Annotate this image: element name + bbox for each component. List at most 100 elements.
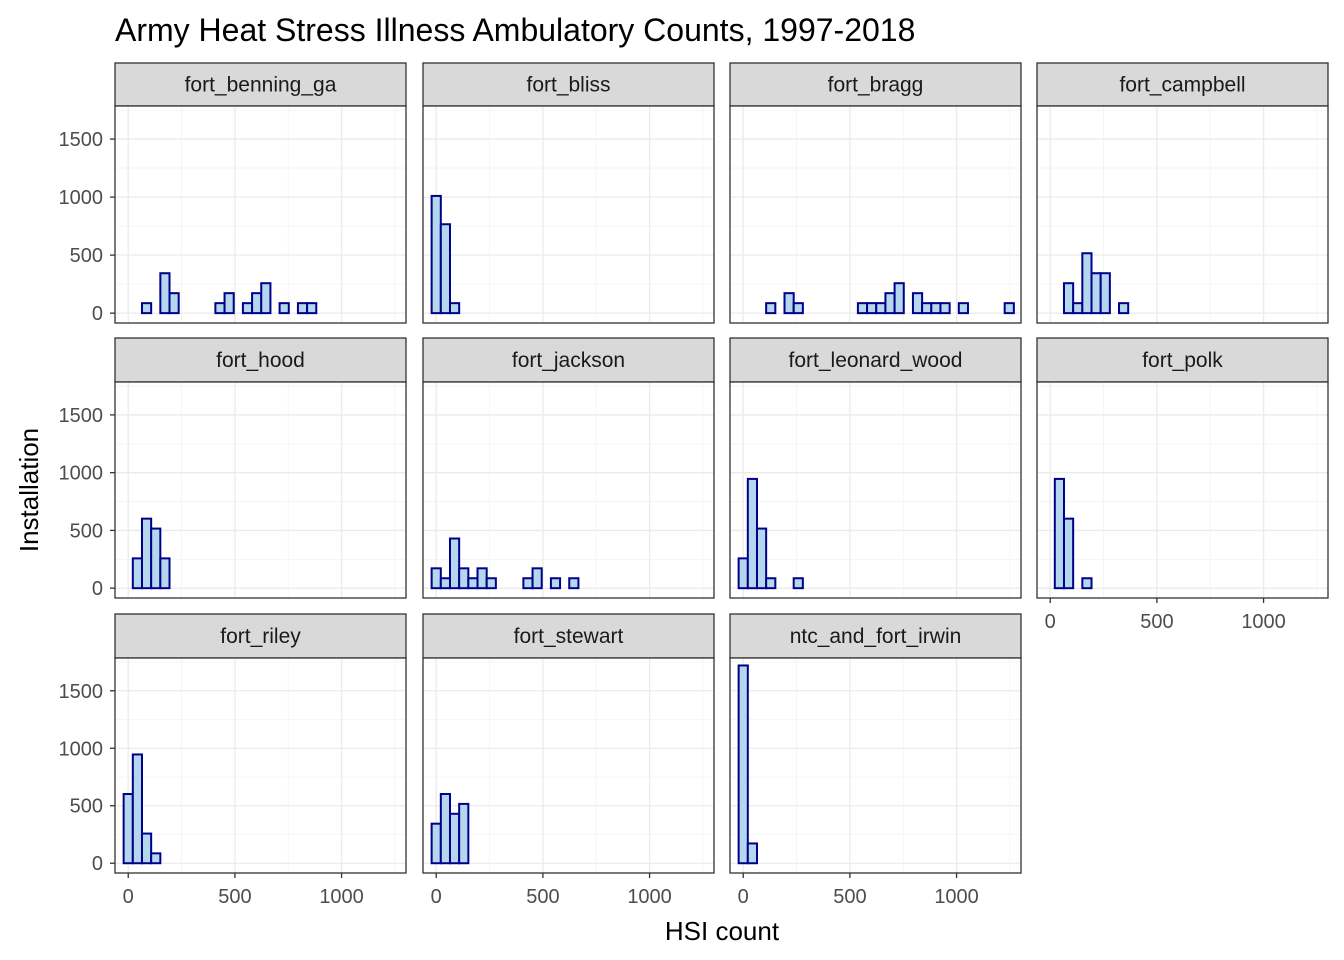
y-tick-label: 500 bbox=[70, 796, 103, 818]
histogram-bar bbox=[1003, 302, 1015, 315]
histogram-bar bbox=[448, 302, 461, 315]
facet-fort-bragg: fort_bragg bbox=[729, 62, 1022, 324]
panel-border bbox=[729, 105, 1022, 324]
facet-fort-hood: fort_hood 0 500 1000 1500 bbox=[59, 337, 407, 600]
histogram-bar bbox=[458, 802, 470, 865]
histogram-bar bbox=[856, 302, 869, 315]
facet-strip bbox=[422, 337, 715, 383]
histogram-bar bbox=[140, 832, 153, 865]
facet-ntc-and-fort-irwin: ntc_and_fort_irwin 0 500 1000 bbox=[729, 613, 1022, 908]
panel-background bbox=[730, 658, 1021, 873]
facet-fort-jackson: fort_jackson bbox=[422, 337, 715, 599]
y-tick-label: 0 bbox=[92, 578, 103, 600]
y-tick-label: 1000 bbox=[59, 738, 104, 760]
facet-strip bbox=[729, 613, 1022, 659]
histogram-bar bbox=[448, 812, 461, 865]
histogram-bar bbox=[783, 292, 795, 315]
histogram-bar bbox=[439, 223, 451, 315]
histogram-bar bbox=[439, 793, 451, 865]
facet-strip bbox=[114, 62, 407, 107]
histogram-bar bbox=[1072, 302, 1084, 315]
facet-fort-benning-ga: fort_benning_ga 0 500 1000 1500 bbox=[59, 62, 407, 325]
histogram-bar bbox=[939, 302, 951, 315]
x-tick-label: 1000 bbox=[319, 886, 364, 908]
panel-border bbox=[114, 657, 407, 874]
histogram-bar bbox=[140, 517, 153, 590]
histogram-bar bbox=[792, 577, 804, 590]
histogram-bar bbox=[251, 292, 263, 315]
histogram-bar bbox=[884, 292, 896, 315]
x-tick-label: 1000 bbox=[934, 886, 979, 908]
facet-fort-bliss: fort_bliss bbox=[422, 62, 715, 324]
facet-strip-label: fort_stewart bbox=[514, 625, 624, 648]
facet-strip bbox=[729, 337, 1022, 383]
panel-background bbox=[730, 382, 1021, 598]
x-tick-label: 1000 bbox=[627, 886, 672, 908]
histogram-bar bbox=[476, 567, 488, 590]
panel-border bbox=[1036, 381, 1329, 599]
histogram-bar bbox=[1062, 282, 1075, 315]
histogram-bar bbox=[430, 822, 442, 865]
histogram-bar bbox=[278, 302, 290, 315]
histogram-bar bbox=[522, 577, 534, 590]
histogram-bar bbox=[140, 302, 153, 315]
histogram-bar bbox=[957, 302, 969, 315]
facet-strip-label: fort_hood bbox=[216, 349, 305, 372]
histogram-bar bbox=[168, 292, 180, 315]
y-tick-label: 1500 bbox=[59, 405, 104, 427]
histogram-bar bbox=[241, 302, 254, 315]
panel-background bbox=[730, 106, 1021, 323]
histogram-bar bbox=[458, 567, 470, 590]
facet-strip bbox=[114, 337, 407, 383]
histogram-bar bbox=[159, 557, 171, 590]
y-axis-title: Installation bbox=[14, 428, 44, 552]
facet-strip-label: fort_jackson bbox=[512, 349, 625, 372]
facet-fort-polk: fort_polk 0 500 1000 bbox=[1036, 337, 1329, 633]
histogram-bar bbox=[1053, 477, 1065, 590]
histogram-bar bbox=[306, 302, 318, 315]
panel-border bbox=[422, 657, 715, 874]
panel-background bbox=[423, 382, 714, 598]
histogram-bar bbox=[430, 567, 442, 590]
histogram-bar bbox=[122, 793, 134, 865]
chart-title: Army Heat Stress Illness Ambulatory Coun… bbox=[115, 12, 915, 48]
facet-strip bbox=[114, 613, 407, 659]
y-tick-label: 500 bbox=[70, 520, 103, 542]
histogram-bar bbox=[746, 477, 758, 590]
y-tick-label: 1000 bbox=[59, 463, 104, 485]
panel-background bbox=[1037, 382, 1328, 598]
y-tick-label: 1000 bbox=[59, 187, 104, 209]
histogram-bar bbox=[150, 852, 162, 865]
histogram-bar bbox=[1081, 577, 1093, 590]
histogram-bar bbox=[150, 527, 162, 590]
histogram-bar bbox=[875, 302, 887, 315]
panel-border bbox=[729, 381, 1022, 599]
facet-strip-label: fort_benning_ga bbox=[185, 74, 337, 97]
facet-strip-label: fort_bragg bbox=[828, 74, 924, 97]
histogram-bar bbox=[1062, 517, 1075, 590]
histogram-bar bbox=[746, 842, 758, 865]
x-tick-label: 0 bbox=[431, 886, 442, 908]
histogram-bar bbox=[737, 664, 749, 865]
facet-strip-label: fort_leonard_wood bbox=[789, 349, 963, 372]
histogram-bar bbox=[893, 282, 905, 315]
facet-fort-stewart: fort_stewart 0 500 1000 bbox=[422, 613, 715, 908]
panel-border bbox=[729, 657, 1022, 874]
y-tick-label: 1500 bbox=[59, 129, 104, 151]
histogram-bar bbox=[260, 282, 272, 315]
histogram-bar bbox=[131, 753, 143, 865]
histogram-bar bbox=[911, 292, 924, 315]
histogram-bar bbox=[296, 302, 309, 315]
facet-strip bbox=[1036, 62, 1329, 107]
facet-strip-label: ntc_and_fort_irwin bbox=[790, 625, 962, 648]
histogram-bar bbox=[159, 272, 171, 315]
histogram-bar bbox=[737, 557, 749, 590]
histogram-bar bbox=[568, 577, 580, 590]
x-tick-label: 500 bbox=[218, 886, 251, 908]
facet-strip bbox=[729, 62, 1022, 107]
y-tick-label: 500 bbox=[70, 245, 103, 267]
histogram-bar bbox=[1099, 272, 1111, 315]
histogram-bar bbox=[765, 577, 777, 590]
facet-fort-campbell: fort_campbell bbox=[1036, 62, 1329, 324]
